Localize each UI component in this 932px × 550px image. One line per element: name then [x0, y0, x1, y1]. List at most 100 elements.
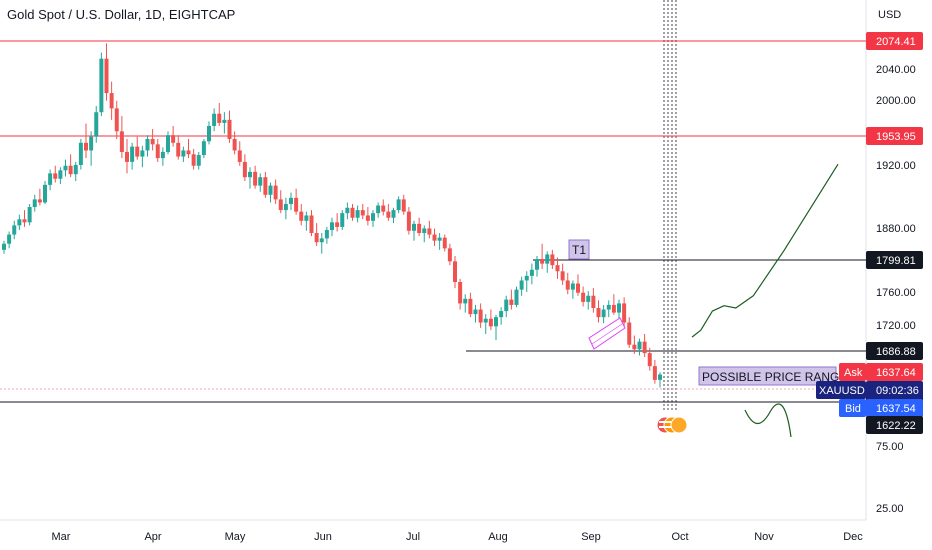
candle-body [488, 318, 493, 327]
candle-body [201, 141, 206, 156]
candle-body [22, 219, 27, 223]
ask-price-bg [866, 363, 923, 381]
candle-body [632, 344, 637, 350]
candle-body [627, 322, 632, 345]
candle-body [473, 309, 478, 315]
candle-body [258, 177, 263, 186]
y-tick-label: 1920.00 [876, 160, 916, 172]
candle-body [437, 237, 442, 241]
candle-body [171, 135, 176, 143]
candle-body [73, 164, 78, 175]
price-axis: USD2040.002000.001920.001880.001840.0017… [816, 9, 923, 515]
level-tag-1799: 1799.81 [876, 255, 916, 267]
candle-body [227, 119, 232, 139]
flag-stripe [659, 426, 671, 428]
candle-body [207, 125, 211, 142]
candle-body [166, 135, 170, 152]
x-tick-label: Sep [581, 531, 601, 543]
candle-body [555, 265, 560, 272]
x-tick-label: Dec [843, 531, 863, 543]
candle-body [104, 58, 109, 94]
candle-body [319, 238, 324, 243]
candle-body [78, 142, 83, 165]
ask-label-bg [839, 363, 866, 381]
candle-body [422, 228, 427, 234]
candle-body [499, 311, 504, 318]
x-tick-label: Oct [671, 531, 688, 543]
candle-body [63, 165, 68, 171]
candle-body [17, 219, 22, 226]
level-tag-2074-bg [866, 32, 923, 50]
y-tick-label: 2040.00 [876, 64, 916, 76]
candle-body [268, 185, 273, 195]
time-marker-lines [663, 0, 677, 412]
candle-body [191, 154, 196, 166]
t1-label: T1 [572, 243, 586, 257]
candle-body [535, 259, 539, 270]
candle-body [529, 269, 534, 276]
bid-price: 1637.54 [876, 403, 916, 415]
candle-body [560, 271, 565, 281]
candle-body [606, 304, 611, 310]
candle-body [468, 298, 473, 315]
candle-body [196, 155, 201, 166]
candle-body [181, 150, 186, 157]
level-tag-1622-bottom-bg [866, 416, 923, 434]
candle-body [519, 280, 524, 290]
candle-body [652, 366, 657, 380]
candle-body [453, 261, 457, 282]
candle-body [447, 248, 452, 262]
ask-label: Ask [844, 367, 863, 379]
candle-body [509, 299, 514, 305]
level-tag-1686-bg [866, 342, 923, 360]
candle-body [335, 222, 340, 227]
price-levels [0, 40, 866, 403]
countdown-bg [866, 381, 923, 399]
candle-body [494, 317, 498, 327]
x-tick-label: Apr [144, 531, 161, 543]
y-tick-label: 25.00 [876, 503, 904, 515]
candle-body [642, 341, 647, 354]
x-tick-label: Aug [488, 531, 508, 543]
candle-body [263, 177, 268, 195]
candle-body [135, 146, 140, 157]
candle-body [417, 223, 422, 234]
candle-body [386, 211, 391, 218]
candle-body [565, 280, 570, 290]
candle-body [381, 205, 386, 212]
candle-body [58, 170, 63, 179]
ask-price: 1637.64 [876, 367, 916, 379]
candle-body [622, 303, 627, 323]
candle-body [406, 211, 411, 231]
candle-body [658, 374, 662, 380]
range-label: POSSIBLE PRICE RANGE [702, 370, 847, 384]
candle-body [130, 146, 135, 162]
level-tag-2074: 2074.41 [876, 36, 916, 48]
chart-title: Gold Spot / U.S. Dollar, 1D, EIGHTCAP [7, 7, 236, 22]
time-axis: Mar Apr May Jun Jul Aug Sep Oct Nov Dec [52, 531, 864, 543]
candle-body [12, 225, 17, 235]
bid-label: Bid [845, 403, 861, 415]
candle-body [217, 113, 222, 123]
candle-body [330, 222, 334, 230]
x-tick-label: May [225, 531, 246, 543]
candle-body [32, 199, 37, 208]
candle-body [340, 213, 345, 227]
candle-body [237, 150, 242, 162]
candle-body [48, 173, 53, 185]
candle-body [514, 289, 519, 305]
candle-body [504, 299, 509, 312]
x-tick-label: Mar [52, 531, 71, 543]
candle-body [391, 210, 396, 218]
candle-body [483, 318, 488, 323]
candle-body [125, 151, 129, 162]
candle-body [524, 275, 529, 281]
candle-body [601, 309, 606, 318]
annotations: T1 POSSIBLE PRICE RANGE [568, 163, 847, 438]
candle-body [155, 144, 160, 159]
candle-body [376, 205, 381, 214]
t1-box [568, 239, 590, 260]
candle-body [150, 138, 155, 145]
